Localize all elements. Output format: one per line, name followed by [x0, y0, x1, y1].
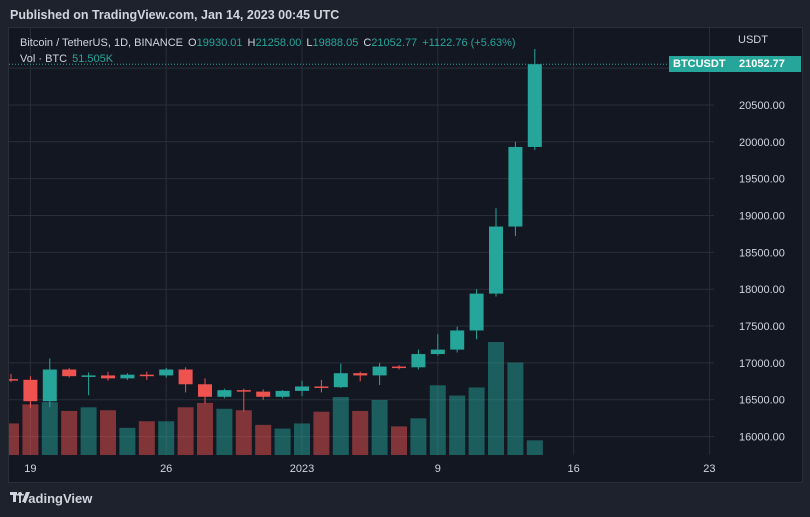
candlestick-chart[interactable]: 16000.00 16500.00 17000.00 17500.00 18000.00… [9, 28, 803, 483]
candle-body [295, 386, 309, 391]
candle-body [236, 390, 251, 392]
candle-body [62, 369, 77, 377]
volume-bar [119, 427, 136, 455]
candle-body [372, 366, 387, 376]
symbol-title: Bitcoin / TetherUS, 1D, BINANCE [20, 37, 184, 49]
volume-bar [352, 410, 369, 455]
low-label: L [306, 37, 313, 49]
open-label: O [188, 37, 197, 49]
change-value: +1122.76 (+5.63%) [422, 37, 516, 49]
candle-body [81, 375, 96, 377]
volume-bar [449, 395, 466, 455]
candle-body [23, 379, 38, 402]
candle-body [275, 390, 290, 397]
currency-label: USDT [738, 34, 768, 46]
time-tick-label: 26 [160, 463, 172, 475]
candle-body [489, 226, 503, 294]
volume-bar [507, 362, 524, 455]
candle-body [392, 366, 406, 369]
candle-body [450, 330, 465, 350]
price-tick-label: 17000.00 [739, 358, 785, 370]
candle-body [314, 386, 329, 388]
candles [9, 49, 542, 412]
brand-name: TradingView [16, 491, 93, 506]
grid [9, 28, 714, 455]
volume-bar [9, 423, 19, 455]
time-tick-label: 9 [435, 463, 441, 475]
volume-bar [177, 407, 194, 455]
candle-body [333, 373, 348, 388]
volume-bar [41, 402, 58, 455]
volume-bar [138, 421, 155, 455]
symbol-price-tag: BTCUSDT [669, 56, 731, 73]
time-axis: 19 26 2023 9 16 23 [24, 463, 715, 475]
candle-body [198, 384, 212, 397]
volume-label: Vol · BTC [20, 53, 68, 65]
candle-body [139, 374, 154, 377]
candle-body [101, 375, 115, 379]
time-tick-label: 16 [567, 463, 579, 475]
candle-body [42, 369, 57, 402]
candle-body [159, 369, 174, 376]
price-tick-label: 19500.00 [739, 174, 785, 186]
last-price-tag: 21052.77 [731, 56, 801, 73]
price-tick-label: 16000.00 [739, 432, 785, 444]
ohlc-legend: Bitcoin / TetherUS, 1D, BINANCE O19930.01… [20, 37, 521, 49]
price-tick-label: 16500.00 [739, 395, 785, 407]
volume-value: 51.505K [72, 53, 114, 65]
volume-bar [488, 342, 504, 455]
candle-body [469, 293, 484, 331]
candle-body [256, 391, 271, 397]
high-value: 21258.00 [255, 37, 302, 49]
volume-bar [216, 408, 233, 455]
price-tick-label: 17500.00 [739, 321, 785, 333]
time-tick-label: 23 [703, 463, 715, 475]
open-value: 19930.01 [196, 37, 243, 49]
candle-body [353, 373, 368, 376]
candle-body [217, 390, 232, 397]
candle-body [430, 349, 445, 355]
time-tick-label: 2023 [290, 463, 314, 475]
price-tick-label: 19000.00 [739, 210, 785, 222]
candle-body [9, 379, 18, 381]
candle-body [178, 369, 193, 385]
volume-bar [80, 407, 97, 455]
low-value: 19888.05 [312, 37, 359, 49]
volume-bar [468, 387, 485, 455]
volume-bar [391, 426, 407, 455]
volume-bar [294, 423, 310, 455]
volume-bar [100, 410, 116, 455]
footer-brand[interactable]: TradingView [10, 491, 92, 506]
volume-bar [274, 428, 291, 455]
price-tick-label: 20500.00 [739, 100, 785, 112]
volume-bar [197, 402, 213, 455]
volume-bar [22, 404, 39, 455]
volume-bar [255, 424, 272, 455]
volume-legend: Vol · BTC 51.505K [20, 53, 118, 65]
candle-body [527, 64, 542, 147]
price-axis: 16000.00 16500.00 17000.00 17500.00 18000.00… [739, 63, 785, 443]
chart-pane[interactable]: 16000.00 16500.00 17000.00 17500.00 18000.00… [8, 27, 803, 483]
price-tick-label: 20000.00 [739, 137, 785, 149]
price-tick-label: 18000.00 [739, 284, 785, 296]
volume-bar [313, 411, 330, 455]
close-label: C [363, 37, 372, 49]
close-value: 21052.77 [371, 37, 418, 49]
price-tick-label: 18500.00 [739, 247, 785, 259]
volume-bar [235, 410, 252, 455]
volume-bars [9, 342, 543, 455]
volume-bar [371, 399, 388, 455]
volume-bar [526, 440, 543, 455]
candle-body [508, 146, 523, 227]
high-label: H [247, 37, 256, 49]
volume-bar [158, 421, 175, 455]
candle-body [411, 354, 426, 368]
published-caption: Published on TradingView.com, Jan 14, 20… [10, 8, 340, 22]
volume-bar [410, 418, 427, 455]
volume-bar [61, 410, 78, 455]
candle-body [120, 374, 135, 379]
volume-bar [332, 397, 349, 455]
time-tick-label: 19 [24, 463, 36, 475]
volume-bar [429, 385, 446, 455]
